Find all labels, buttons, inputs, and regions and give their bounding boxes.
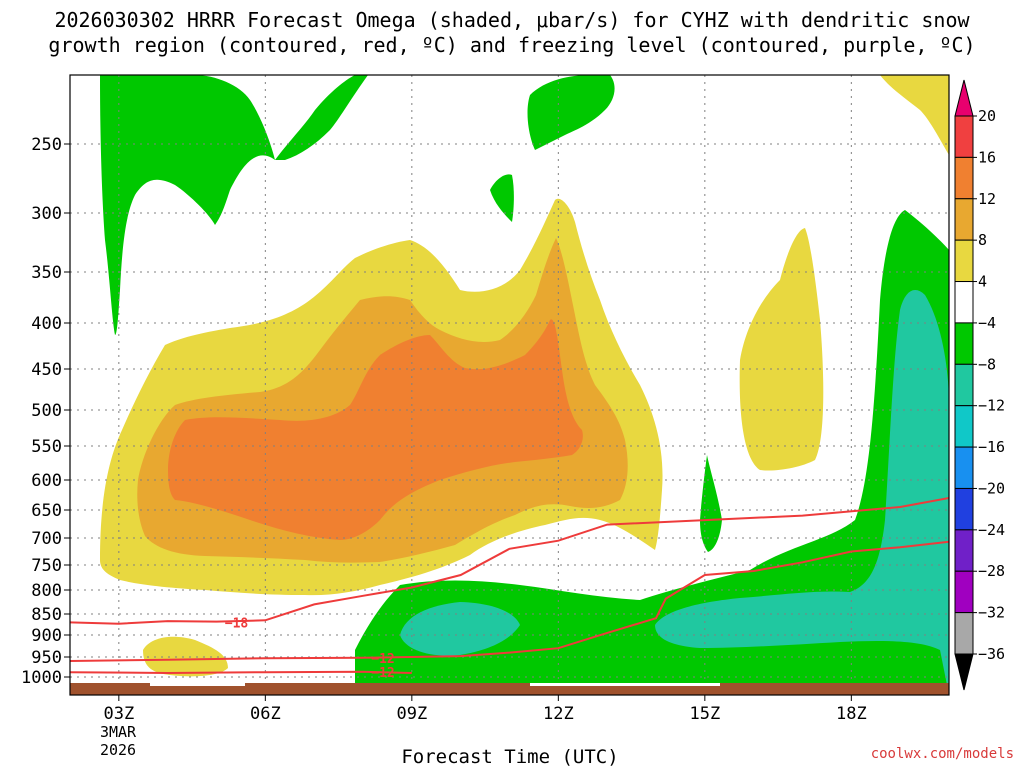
terrain — [70, 683, 949, 695]
y-tick-label-650: 650 — [31, 501, 62, 521]
colorbar-bottom-triangle — [954, 653, 974, 691]
x-tick-label-18Z: 18Z — [836, 704, 867, 724]
colorbar-label-8: −16 — [978, 438, 1005, 456]
contour-line-0 — [70, 497, 949, 625]
y-tick-label-250: 250 — [31, 135, 62, 155]
x-tick-label-03Z: 03Z — [103, 704, 134, 724]
omega-region-yellow-right-mid — [739, 228, 824, 471]
y-axis: 2503003504004505005506006507007508008509… — [21, 135, 70, 688]
y-tick-label-500: 500 — [31, 401, 62, 421]
colorbar-label-0: 20 — [978, 107, 996, 125]
omega-region-teal-right — [655, 290, 949, 695]
colorbar-label-12: −32 — [978, 604, 1005, 622]
omega-region-green-upper-left-2 — [275, 75, 368, 160]
colorbar-top-triangle — [954, 79, 974, 117]
dendritic-contours: −18 −12−12 — [70, 497, 949, 681]
y-tick-label-550: 550 — [31, 437, 62, 457]
colorbar-band-0 — [954, 115, 974, 158]
y-tick-label-950: 950 — [31, 648, 62, 668]
contour-label-0: −18 — [225, 616, 249, 631]
date-month-day: 3MAR — [100, 723, 137, 741]
contour-line-1 — [70, 540, 949, 662]
colorbar-label-9: −20 — [978, 479, 1005, 497]
omega-region-green-small-right — [700, 455, 722, 552]
colorbar-band-7 — [954, 405, 974, 448]
colorbar-band-4 — [954, 281, 974, 324]
colorbar-band-5 — [954, 322, 974, 365]
colorbar-band-11 — [954, 570, 974, 614]
y-tick-label-300: 300 — [31, 204, 62, 224]
y-tick-label-700: 700 — [31, 529, 62, 549]
chart-title-line2: growth region (contoured, red, ºC) and f… — [48, 33, 976, 57]
x-axis: 03Z 06Z 09Z 12Z 15Z 18Z — [103, 695, 867, 724]
omega-region-orange — [168, 319, 583, 540]
y-tick-label-350: 350 — [31, 263, 62, 283]
contour-label-2: −12 — [371, 666, 394, 681]
colorbar-label-11: −28 — [978, 562, 1005, 580]
colorbar-label-7: −12 — [978, 397, 1005, 415]
chart-title-line1: 2026030302 HRRR Forecast Omega (shaded, … — [54, 8, 970, 32]
y-tick-label-850: 850 — [31, 605, 62, 625]
x-tick-label-09Z: 09Z — [396, 704, 427, 724]
grid-lines — [70, 75, 949, 695]
date-year: 2026 — [100, 741, 136, 759]
colorbar-label-13: −36 — [978, 645, 1005, 663]
contour-line-2 — [70, 670, 412, 675]
omega-region-green-upper-left — [100, 75, 275, 335]
omega-region-green-upper-center — [527, 75, 615, 150]
credit-text: coolwx.com/models — [871, 746, 1014, 762]
colorbar-band-12 — [954, 612, 974, 655]
omega-region-teal-left — [400, 602, 520, 656]
colorbar: 20 16 12 8 4 −4 −8 −12 −16 −20 −24 −28 −32 −36 — [954, 79, 1005, 691]
colorbar-band-10 — [954, 529, 974, 572]
colorbar-label-5: −4 — [978, 314, 996, 332]
colorbar-band-6 — [954, 363, 974, 407]
colorbar-band-9 — [954, 487, 974, 531]
colorbar-band-8 — [954, 446, 974, 489]
colorbar-label-2: 12 — [978, 190, 996, 208]
omega-shading — [100, 75, 949, 695]
terrain-ground — [70, 683, 949, 695]
plot-frame — [69, 74, 950, 696]
x-tick-label-06Z: 06Z — [250, 704, 281, 724]
colorbar-label-10: −24 — [978, 521, 1005, 539]
colorbar-label-3: 8 — [978, 231, 987, 249]
x-axis-label: Forecast Time (UTC) — [401, 746, 618, 768]
y-tick-label-800: 800 — [31, 581, 62, 601]
y-tick-label-450: 450 — [31, 360, 62, 380]
y-tick-label-400: 400 — [31, 314, 62, 334]
x-tick-label-12Z: 12Z — [543, 704, 574, 724]
colorbar-label-4: 4 — [978, 273, 987, 291]
colorbar-band-3 — [954, 239, 974, 283]
omega-region-yellow-upper-right — [880, 75, 949, 155]
colorbar-band-2 — [954, 198, 974, 241]
y-tick-label-750: 750 — [31, 556, 62, 576]
colorbar-label-1: 16 — [978, 148, 996, 166]
contour-label-1: −12 — [371, 652, 394, 667]
colorbar-band-1 — [954, 156, 974, 200]
y-tick-label-600: 600 — [31, 471, 62, 491]
y-tick-label-1000: 1000 — [21, 668, 62, 688]
terrain-white-strip — [150, 683, 720, 686]
omega-region-yellow-small-lower — [143, 636, 228, 677]
omega-region-green-small-blob — [490, 174, 514, 222]
colorbar-label-6: −8 — [978, 355, 996, 373]
omega-region-green-lower — [355, 210, 949, 695]
y-tick-label-900: 900 — [31, 626, 62, 646]
x-tick-label-15Z: 15Z — [689, 704, 720, 724]
